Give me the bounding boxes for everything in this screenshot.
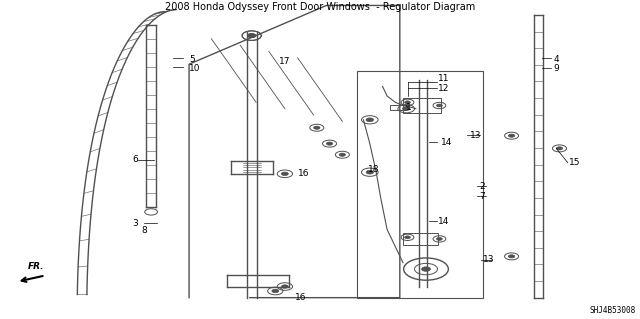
Text: 2008 Honda Odyssey Front Door Windows  - Regulator Diagram: 2008 Honda Odyssey Front Door Windows - … (165, 2, 475, 12)
Circle shape (556, 147, 563, 150)
Bar (357, 70, 483, 298)
Circle shape (282, 285, 289, 288)
Text: 9: 9 (553, 64, 559, 73)
Circle shape (282, 172, 289, 175)
Text: 3: 3 (132, 219, 138, 227)
Circle shape (436, 237, 442, 240)
Text: SHJ4B53008: SHJ4B53008 (590, 306, 636, 315)
Text: 1: 1 (406, 103, 412, 112)
Text: 15: 15 (569, 158, 580, 167)
Text: 5: 5 (189, 55, 195, 64)
Circle shape (272, 289, 279, 293)
Text: 2: 2 (479, 182, 485, 191)
Circle shape (339, 153, 346, 156)
Bar (403, 233, 438, 245)
Text: 13: 13 (483, 255, 494, 264)
Circle shape (436, 104, 442, 107)
Text: 18: 18 (368, 165, 380, 174)
Circle shape (422, 267, 431, 271)
Text: 13: 13 (470, 131, 481, 140)
Text: 8: 8 (142, 226, 148, 235)
Circle shape (508, 134, 515, 137)
Text: FR.: FR. (28, 262, 44, 271)
Circle shape (366, 170, 374, 174)
Text: 10: 10 (189, 64, 200, 73)
Text: 6: 6 (132, 155, 138, 164)
Circle shape (403, 107, 410, 111)
Text: 17: 17 (278, 56, 290, 65)
Text: 16: 16 (294, 293, 306, 302)
Text: 14: 14 (442, 137, 452, 146)
Circle shape (326, 142, 333, 145)
Circle shape (508, 255, 515, 258)
Circle shape (366, 118, 374, 122)
Circle shape (314, 126, 320, 129)
Text: 14: 14 (438, 217, 449, 226)
Text: 7: 7 (479, 191, 485, 201)
Bar (403, 98, 442, 114)
Bar (390, 105, 406, 110)
Text: 4: 4 (553, 55, 559, 64)
Circle shape (404, 236, 410, 239)
Circle shape (247, 33, 256, 38)
Text: 12: 12 (438, 84, 449, 93)
Circle shape (248, 34, 255, 38)
Text: 11: 11 (438, 74, 450, 83)
Circle shape (404, 101, 410, 104)
Text: 16: 16 (298, 169, 309, 178)
